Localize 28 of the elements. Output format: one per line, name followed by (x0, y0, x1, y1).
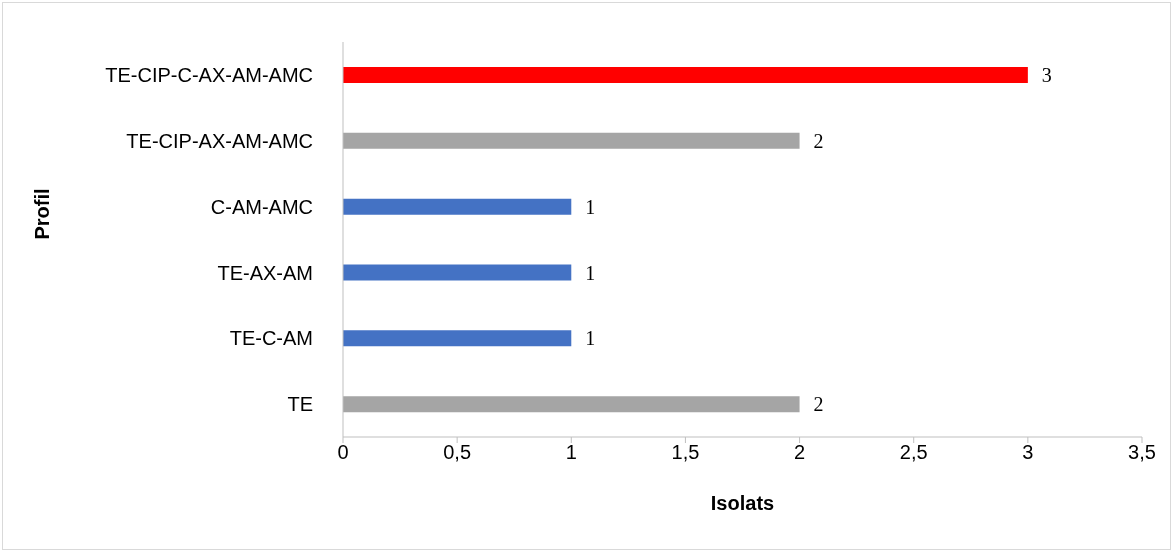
x-tick-label: 0,5 (443, 441, 472, 464)
bar (343, 198, 572, 215)
data-label: 3 (1041, 64, 1052, 87)
x-tick-label: 2,5 (899, 441, 928, 464)
bar (343, 67, 1028, 83)
x-tick-label: 3,5 (1128, 441, 1156, 464)
y-tick-label: TE-AX-AM (217, 261, 313, 284)
x-axis-title: Isolats (710, 492, 775, 514)
data-label: 1 (585, 261, 596, 284)
data-label: 1 (585, 327, 596, 350)
x-tick-label: 2 (794, 441, 806, 464)
bar (343, 264, 572, 281)
y-tick-label: TE-CIP-AX-AM-AMC (126, 129, 313, 152)
x-tick-label: 1 (565, 441, 577, 464)
bar (343, 132, 800, 149)
y-tick-label: TE-CIP-C-AX-AM-AMC (105, 64, 313, 87)
data-label: 2 (813, 129, 824, 152)
y-tick-label: TE (287, 393, 313, 416)
x-tick-label: 1,5 (671, 441, 700, 464)
y-tick-label: C-AM-AMC (210, 195, 313, 218)
x-tick-label: 3 (1022, 441, 1034, 464)
data-label: 2 (813, 393, 824, 416)
y-tick-label: TE-C-AM (229, 327, 313, 350)
y-axis-title: Profil (31, 188, 54, 240)
data-label: 1 (585, 195, 596, 218)
bar (343, 396, 800, 413)
x-tick-label: 0 (337, 441, 349, 464)
bar (343, 330, 572, 347)
